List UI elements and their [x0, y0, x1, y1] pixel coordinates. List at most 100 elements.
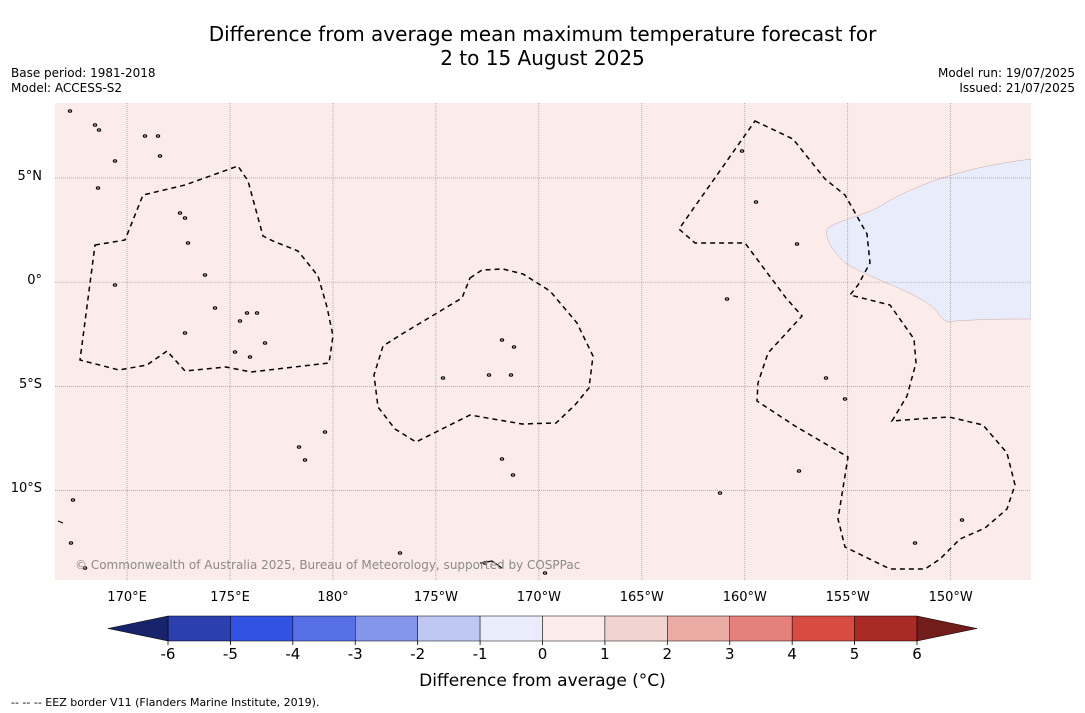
island-outline — [185, 241, 191, 245]
colorbar-tick-label: -1 — [473, 645, 488, 663]
latitude-tick-label: 5°S — [18, 377, 42, 393]
colorbar-swatch — [355, 615, 418, 642]
island-outline — [70, 498, 76, 502]
colorbar-low-extend — [107, 615, 169, 642]
longitude-tick-label: 160°W — [722, 590, 767, 605]
colorbar-label: Difference from average (°C) — [419, 671, 666, 691]
colorbar-tick-label: 0 — [538, 645, 548, 663]
colorbar-swatch — [417, 615, 481, 642]
colorbar-swatch — [292, 615, 356, 642]
island-outline — [182, 216, 188, 220]
colorbar-tick-label: 6 — [912, 645, 922, 663]
title-line-1: Difference from average mean maximum tem… — [208, 22, 877, 46]
island-outline — [112, 159, 118, 163]
colorbar-tick-label: -2 — [410, 645, 425, 663]
island-outline — [57, 520, 64, 524]
island-outline — [202, 273, 208, 277]
map-svg — [55, 103, 1031, 580]
colorbar-tick-label: 2 — [663, 645, 673, 663]
island-outline — [511, 345, 517, 349]
map-panel — [55, 103, 1031, 580]
colorbar-swatch — [667, 615, 730, 642]
island-outline — [237, 319, 243, 323]
eez-legend-note: -- -- -- EEZ border V11 (Flanders Marine… — [11, 696, 320, 709]
longitude-tick-label: 175°W — [413, 590, 459, 605]
latitude-tick-label: 5°N — [17, 168, 43, 184]
island-outline — [177, 211, 183, 215]
longitude-tick-label: 170°E — [107, 590, 147, 605]
island-outline — [142, 134, 148, 138]
island-outline — [753, 200, 759, 204]
island-outline — [499, 457, 505, 461]
island-outline — [96, 128, 102, 132]
eez-tokelau-border — [373, 268, 594, 443]
island-outline — [67, 109, 73, 113]
colorbar-tick-label: -6 — [161, 645, 176, 663]
base-period: Base period: 1981-2018 — [11, 66, 156, 80]
cool-anomaly-region — [826, 158, 1031, 323]
island-outline — [244, 311, 250, 315]
eez-borders — [79, 120, 1016, 570]
colorbar-tick-label: 4 — [787, 645, 797, 663]
colorbar-tick-label: 5 — [850, 645, 860, 663]
meta-right: Model run: 19/07/2025 Issued: 21/07/2025 — [938, 66, 1075, 96]
island-outline — [95, 186, 101, 190]
island-outline — [542, 571, 548, 575]
longitude-tick-label: 180° — [317, 590, 349, 605]
eez-kiribati-line-border — [677, 120, 1016, 570]
island-outline — [823, 376, 829, 380]
latitude-tick-label: 10°S — [10, 481, 42, 497]
island-outline — [499, 338, 505, 342]
copyright-notice: © Commonwealth of Australia 2025, Bureau… — [75, 558, 581, 572]
meta-left: Base period: 1981-2018 Model: ACCESS-S2 — [11, 66, 156, 96]
colorbar-svg: -6 -5 -4 -3 -2 -1 0 1 2 3 4 5 6 — [107, 615, 978, 663]
colorbar-swatch — [479, 615, 543, 642]
island-outline — [508, 373, 514, 377]
map-title: Difference from average mean maximum tem… — [0, 22, 1085, 70]
model-run: Model run: 19/07/2025 — [937, 66, 1075, 80]
island-outline — [717, 491, 723, 495]
colorbar-swatch — [854, 615, 918, 642]
island-outline — [479, 560, 503, 569]
longitude-labels: 170°E 175°E 180° 175°W 170°W 165°W 160°W 155°W 1… — [0, 590, 1085, 606]
island-outline — [397, 551, 403, 555]
island-outline — [302, 458, 308, 462]
eez-tuvalu-border — [79, 165, 334, 373]
colorbar-swatch — [604, 615, 668, 642]
colorbar-swatch — [167, 615, 231, 642]
island-outline — [182, 331, 188, 335]
graticule — [55, 103, 1031, 580]
colorbar-swatch — [542, 615, 606, 642]
island-outline — [739, 149, 745, 153]
island-outline — [247, 355, 253, 359]
island-outline — [912, 541, 918, 545]
island-outline — [510, 473, 516, 477]
island-outlines — [57, 109, 965, 575]
island-outline — [842, 397, 848, 401]
island-outline — [959, 518, 965, 522]
longitude-tick-label: 165°W — [619, 590, 664, 605]
longitude-tick-label: 150°W — [928, 590, 973, 605]
ocean-anomaly-background — [55, 103, 1031, 580]
colorbar-tick-label: 1 — [600, 645, 610, 663]
colorbar-tick-label: -4 — [285, 645, 300, 663]
colorbar: -6 -5 -4 -3 -2 -1 0 1 2 3 4 5 6 — [0, 610, 1085, 670]
island-outline — [232, 350, 238, 354]
colorbar-tick-label: -3 — [348, 645, 363, 663]
island-outline — [112, 283, 118, 287]
model-name: Model: ACCESS-S2 — [11, 81, 123, 95]
island-outline — [82, 566, 88, 570]
island-outline — [440, 376, 446, 380]
island-outline — [724, 297, 730, 301]
longitude-tick-label: 170°W — [516, 590, 561, 605]
colorbar-swatch — [729, 615, 793, 642]
island-outline — [296, 445, 302, 449]
island-outline — [794, 242, 800, 246]
island-outline — [486, 373, 492, 377]
island-outline — [262, 341, 268, 345]
island-outline — [254, 311, 260, 315]
colorbar-tick-label: 3 — [725, 645, 735, 663]
colorbar-high-extend — [916, 615, 978, 642]
island-outline — [322, 430, 328, 434]
island-outline — [157, 154, 163, 158]
